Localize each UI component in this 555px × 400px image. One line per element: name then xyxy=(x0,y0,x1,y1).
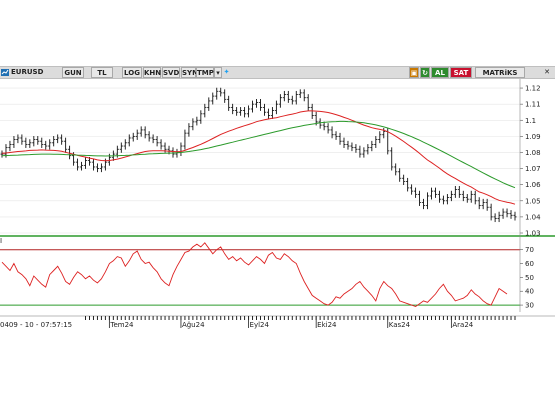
price-tick-label: 1.04 xyxy=(525,213,541,221)
rsi-tick-label: 60 xyxy=(525,260,534,268)
time-tick-label: Ağu24 xyxy=(182,321,205,329)
close-icon[interactable]: ✕ xyxy=(544,68,550,76)
rsi-line xyxy=(1,242,508,308)
rsi-tick-label: 30 xyxy=(525,302,534,310)
price-tick-label: 1.07 xyxy=(525,165,541,173)
price-tick-label: 1.09 xyxy=(525,133,541,141)
symbol-label[interactable]: EURUSD xyxy=(11,68,44,76)
khn-button[interactable]: KHN xyxy=(143,67,162,78)
chevron-down-icon[interactable]: ▾ xyxy=(214,67,222,78)
rsi-tick-label: 40 xyxy=(525,288,534,296)
price-tick-label: 1.1 xyxy=(525,117,536,125)
rsi-grid xyxy=(0,249,520,306)
rsi-axis: 30 40 50 60 70 xyxy=(520,246,534,310)
time-tick-label: Eyl24 xyxy=(250,321,270,329)
price-tick-label: 1.05 xyxy=(525,197,541,205)
twitter-icon[interactable]: ✦ xyxy=(223,68,230,76)
svd-button[interactable]: SVD xyxy=(162,67,180,78)
fast-moving-average-line xyxy=(1,110,516,205)
footer-timestamp: 0409 - 10 - 07:57:15 xyxy=(0,321,72,329)
price-tick-label: 1.12 xyxy=(525,85,541,93)
sat-button[interactable]: SAT xyxy=(450,67,472,78)
rsi-panel-label: I xyxy=(0,237,2,245)
window-icon[interactable]: ▣ xyxy=(409,67,419,78)
time-tick-label: Eki24 xyxy=(317,321,337,329)
price-axis: 1.03 1.04 1.05 1.06 1.07 1.08 1.09 1.1 1.11 1.12 xyxy=(519,78,541,312)
tl-button[interactable]: TL xyxy=(91,67,113,78)
slow-moving-average-line xyxy=(1,120,516,189)
rsi-tick-label: 50 xyxy=(525,274,534,282)
price-tick-label: 1.08 xyxy=(525,149,541,157)
price-tick-label: 1.06 xyxy=(525,181,541,189)
price-grid xyxy=(0,87,555,237)
time-tick-label: Kas24 xyxy=(389,321,411,329)
refresh-icon[interactable]: ↻ xyxy=(420,67,430,78)
rsi-tick-label: 70 xyxy=(525,246,534,254)
rsi-series xyxy=(1,242,508,308)
time-axis: Tem24 Ağu24 Eyl24 Eki24 Kas24 Ara24 xyxy=(0,315,555,329)
gun-button[interactable]: GUN xyxy=(62,67,84,78)
tmp-button[interactable]: TMP xyxy=(196,67,214,78)
toolbar: EURUSD GUN TL LOG KHN SVD SYM TMP ▾ ✦ ▣ … xyxy=(0,66,555,79)
matriks-brand[interactable]: MATRiKS xyxy=(475,67,525,78)
price-series xyxy=(0,87,517,223)
price-tick-label: 1.11 xyxy=(525,101,541,109)
al-button[interactable]: AL xyxy=(431,67,449,78)
time-tick-label: Tem24 xyxy=(109,321,134,329)
chart-icon[interactable] xyxy=(0,67,10,78)
log-button[interactable]: LOG xyxy=(122,67,142,78)
chart-background xyxy=(0,78,555,332)
time-tick-label: Ara24 xyxy=(452,321,473,329)
sym-button[interactable]: SYM xyxy=(181,67,200,78)
price-tick-label: 1.03 xyxy=(525,230,541,238)
